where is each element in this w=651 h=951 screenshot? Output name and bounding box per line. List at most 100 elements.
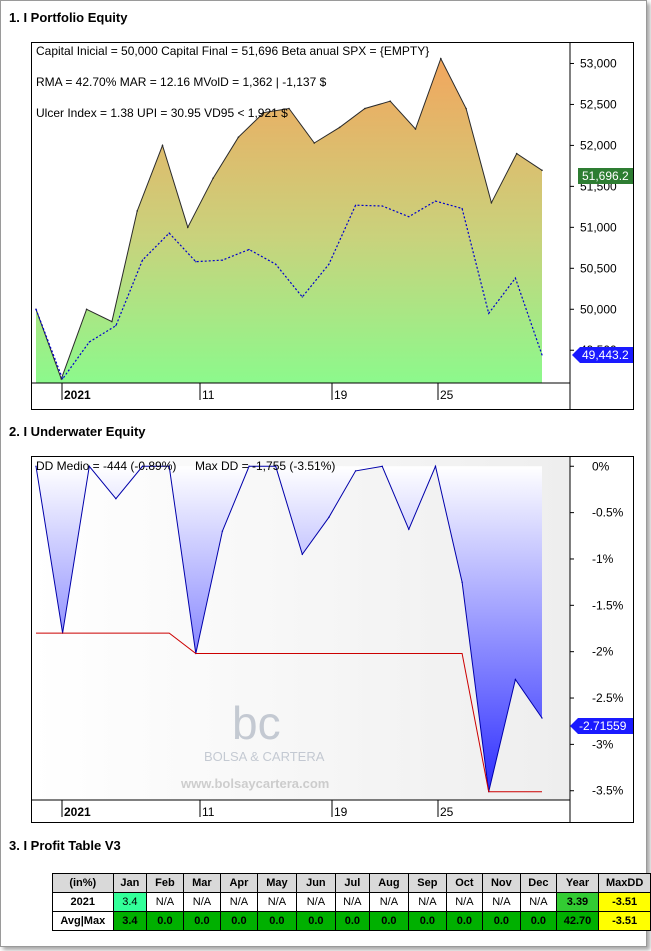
profit-cell: N/A [146,892,184,912]
watermark-brand: BOLSA & CARTERA [204,749,325,764]
profit-col-header: MaxDD [598,873,651,893]
profit-cell: N/A [334,892,371,912]
drawdown-point [514,678,517,681]
profit-cell: N/A [220,892,258,912]
underwater-last-value: -2.71559 [579,719,627,733]
benchmark-point [62,378,64,380]
profit-col-header: Year [555,873,600,893]
drawdown-point [168,465,170,467]
benchmark-point [275,263,277,265]
equity-last-value-badge: 51,696.2 [578,168,633,184]
underwater-y-tick-label: 0% [592,459,610,473]
drawdown-point [408,528,410,531]
drawdown-point [248,465,250,467]
underwater-y-tick-label: -0.5% [592,506,624,520]
equity-point [187,226,189,229]
equity-point [212,177,214,179]
benchmark-point [248,248,250,251]
profit-section-title: 3. I Profit Table V3 [9,838,121,853]
profit-col-header: Jun [296,873,336,893]
drawdown-point [301,553,304,556]
watermark-logo: bc [232,697,281,749]
equity-point [364,107,366,110]
equity-point [541,169,543,172]
equity-y-tick-label: 51,000 [580,220,617,234]
benchmark-point [541,354,543,356]
profit-cell: N/A [296,892,336,912]
profit-cell: 42.70 [555,911,600,931]
drawdown-point [381,465,383,467]
profit-col-header: Feb [146,873,184,893]
profit-col-header: Apr [220,873,258,893]
profit-cell: N/A [481,892,522,912]
equity-chart: 53,000 52,500 52,000 51,500 51,000 50,500 50,0… [31,42,634,410]
equity-point [237,136,240,139]
equity-point [465,107,467,110]
drawdown-point [434,465,437,467]
drawdown-point [461,581,463,583]
benchmark-point [408,216,410,218]
benchmark-point [354,204,357,206]
profit-cell: 0.0 [520,911,557,931]
underwater-y-tick-label: -1% [592,552,614,566]
underwater-x-tick-label: 11 [202,805,215,819]
profit-col-header: Nov [481,873,522,893]
profit-table-header: (in%) Jan Feb Mar Apr May Jun Jul Aug Sep Oct Nov De… [52,873,651,893]
benchmark-point [88,341,90,343]
profit-cell: 0.0 [446,911,483,931]
equity-point [490,201,493,204]
profit-cell: 0.0 [407,911,448,931]
underwater-x-tick-label: 2021 [64,805,91,819]
profit-cell: 3.39 [555,892,600,912]
drawdown-area [36,466,542,792]
benchmark-point [381,205,383,207]
equity-y-tick-label: 52,000 [580,138,617,152]
drawdown-point [141,465,144,467]
equity-y-tick-label: 52,500 [580,97,617,111]
equity-y-tick-label: 53,000 [580,56,617,70]
profit-cell: 0.0 [296,911,336,931]
benchmark-point [301,296,303,298]
benchmark-point [35,308,37,310]
benchmark-dashed-line [35,200,543,381]
equity-point [161,144,164,147]
equity-chart-svg: 53,00052,50052,00051,50051,00050,50050,0… [32,43,633,409]
profit-cell: 0.0 [481,911,522,931]
benchmark-point [461,207,463,210]
profit-col-header: May [256,873,298,893]
underwater-section-title: 2. I Underwater Equity [9,424,146,439]
equity-x-tick-label: 25 [440,388,454,402]
benchmark-point [195,261,197,263]
drawdown-line [35,464,543,792]
profit-cell: 0.0 [182,911,222,931]
drawdown-point [274,465,277,467]
equity-point [313,142,316,144]
underwater-chart-svg: 0% -0.5% -1% -1.5% -2% -2.5% -3% -3.5% 2021 11 19… [32,457,633,822]
benchmark-point [168,232,170,234]
profit-cell: 0.0 [256,911,298,931]
underwater-y-tick-label: -1.5% [592,598,624,612]
profit-row-label: 2021 [52,892,114,912]
watermark: bc BOLSA & CARTERA www.bolsaycartera.com [180,697,329,791]
profit-cell: N/A [520,892,557,912]
dd-medio-label: DD Medio = -444 (-0.89%) [36,459,176,473]
underwater-y-tick-label: -2% [592,645,614,659]
profit-table-row: Avg|Max 3.4 0.0 0.0 0.0 0.0 0.0 0.0 0.0 0.0 0.0 0.0… [52,911,651,931]
profit-row-label: Avg|Max [52,911,114,931]
equity-stats-line3: Ulcer Index = 1.38 UPI = 30.95 VD95 < 1,… [36,106,288,120]
drawdown-point [541,717,543,719]
profit-cell: 3.4 [112,892,148,912]
equity-point [389,100,392,102]
underwater-chart: 0% -0.5% -1% -1.5% -2% -2.5% -3% -3.5% 2021 11 19… [31,456,634,823]
profit-col-header: (in%) [52,873,114,893]
equity-point [515,152,518,155]
profit-col-header: Dec [520,873,557,893]
equity-point [262,111,265,114]
profit-col-header: Oct [446,873,483,893]
equity-point [60,378,63,380]
profit-col-header: Sep [407,873,448,893]
profit-col-header: Mar [182,873,222,893]
drawdown-point [35,465,37,467]
benchmark-point [514,277,516,279]
equity-x-tick-label: 11 [202,388,215,402]
